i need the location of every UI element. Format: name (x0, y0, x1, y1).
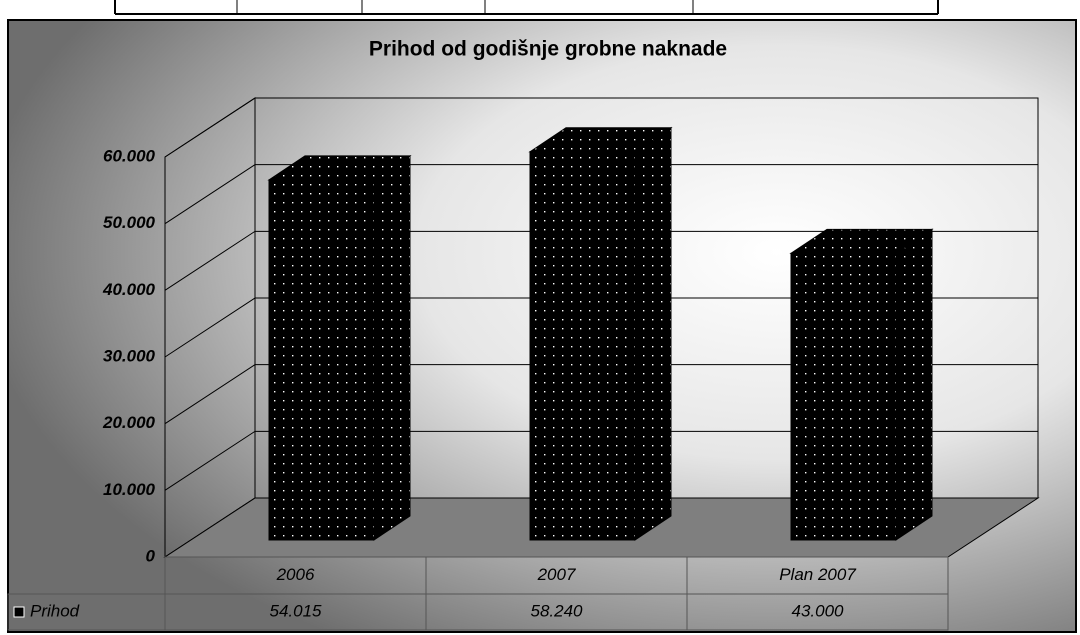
grid-line (164, 297, 1038, 358)
grid-line (164, 364, 1038, 425)
top-table-remnant (114, 0, 939, 15)
table-cell (7, 593, 949, 631)
bar-side (895, 228, 933, 541)
y-tick-label: 0 (146, 546, 156, 565)
legend-key (13, 606, 25, 618)
table-value: 58.240 (531, 601, 584, 620)
y-tick-label: 40.000 (102, 280, 156, 299)
x-tick-label: 2006 (276, 565, 315, 584)
grid-line (164, 164, 1038, 225)
grid-line (164, 430, 1038, 491)
legend-label: Prihod (30, 601, 80, 620)
table-value: 54.015 (270, 601, 323, 620)
y-tick-label: 20.000 (102, 413, 156, 432)
bar (790, 252, 897, 541)
y-tick-label: 10.000 (103, 480, 156, 499)
x-tick-label: Plan 2007 (779, 565, 856, 584)
y-tick-label: 30.000 (103, 346, 156, 365)
grid-line (164, 230, 1038, 291)
bar-side (373, 154, 411, 541)
y-tick-label: 60.000 (103, 146, 156, 165)
bar (529, 151, 636, 541)
chart-title: Prihod od godišnje grobne naknade (369, 38, 727, 61)
bar-side (634, 126, 672, 541)
x-tick-label: 2007 (537, 565, 576, 584)
grid-line (164, 97, 1038, 158)
table-value: 43.000 (792, 601, 845, 620)
y-tick-label: 50.000 (103, 213, 156, 232)
bar (268, 179, 375, 541)
